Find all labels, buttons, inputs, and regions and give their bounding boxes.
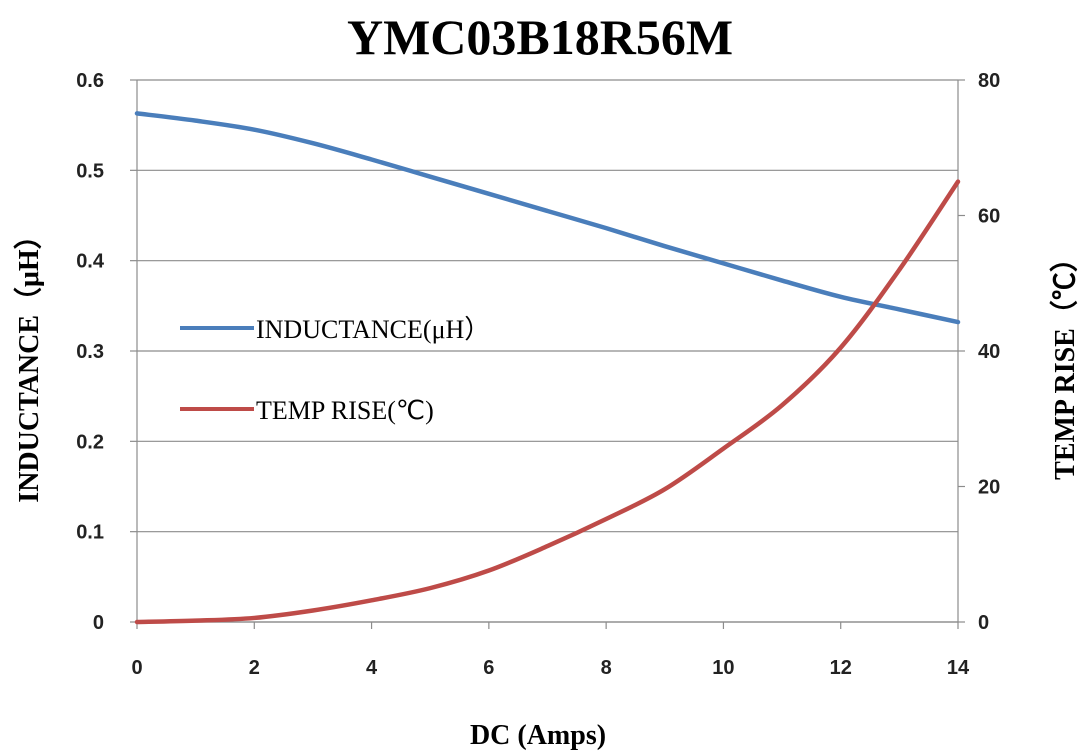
x-tick-label: 12 — [830, 657, 852, 679]
x-tick-label: 14 — [947, 657, 970, 679]
y-tick-label: 0.2 — [76, 431, 104, 453]
y-axis-title: INDUCTANCE（μH） — [12, 221, 45, 502]
x-tick-label: 8 — [601, 657, 612, 679]
x-tick-label: 6 — [483, 657, 494, 679]
y-tick-label: 0.1 — [76, 522, 104, 544]
x-tick-label: 2 — [249, 657, 260, 679]
x-axis-title: DC (Amps) — [470, 720, 606, 751]
y-tick-label: 0 — [93, 612, 104, 634]
y-axis-ticks: 0 0.1 0.2 0.3 0.4 0.5 0.6 — [76, 70, 137, 634]
y2-tick-label: 0 — [978, 612, 989, 634]
x-axis-ticks: 0 2 4 6 8 10 12 14 — [131, 622, 970, 679]
y-tick-label: 0.6 — [76, 70, 104, 92]
y2-axis-ticks: 0 20 40 60 80 — [958, 70, 1000, 634]
x-tick-label: 0 — [131, 657, 142, 679]
legend-label-inductance: INDUCTANCE(μH） — [256, 315, 490, 344]
y-tick-label: 0.3 — [76, 341, 104, 363]
chart-title: YMC03B18R56M — [347, 9, 733, 65]
legend: INDUCTANCE(μH） TEMP RISE(℃) — [180, 315, 490, 425]
legend-label-temp-rise: TEMP RISE(℃) — [256, 396, 434, 425]
y-tick-label: 0.4 — [76, 251, 105, 273]
y2-tick-label: 60 — [978, 206, 1000, 228]
y2-tick-label: 20 — [978, 477, 1000, 499]
y-tick-label: 0.5 — [76, 160, 104, 182]
x-tick-label: 10 — [712, 657, 734, 679]
y2-tick-label: 40 — [978, 341, 1000, 363]
x-tick-label: 4 — [366, 657, 378, 679]
series-line-inductance — [137, 113, 958, 322]
series-lines — [137, 113, 958, 622]
y2-tick-label: 80 — [978, 70, 1000, 92]
y2-axis-title: TEMP RISE（℃） — [1048, 244, 1081, 480]
